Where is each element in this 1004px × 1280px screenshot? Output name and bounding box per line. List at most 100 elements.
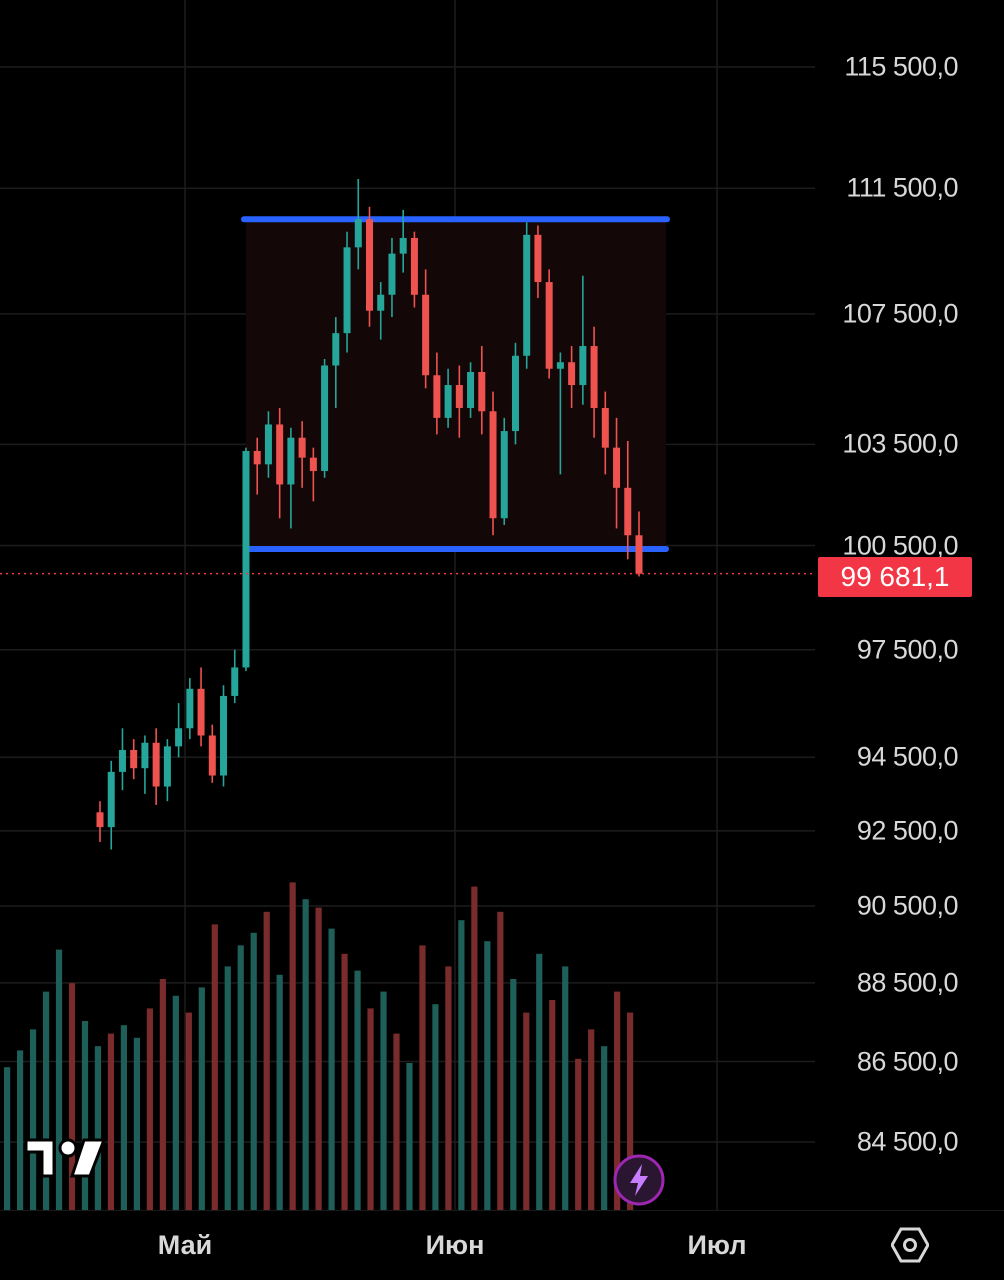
candle-body bbox=[107, 771, 115, 828]
y-tick-label: 111 500,0 bbox=[846, 172, 958, 203]
candle bbox=[511, 342, 519, 445]
volume-bar bbox=[16, 1050, 24, 1210]
candle-body bbox=[197, 688, 205, 736]
volume-bar bbox=[393, 1033, 400, 1210]
candle-body bbox=[253, 450, 261, 465]
candle bbox=[444, 368, 452, 428]
candle-body bbox=[242, 450, 250, 668]
candle bbox=[467, 362, 475, 418]
volume-bar bbox=[42, 991, 50, 1210]
lightning-icon[interactable] bbox=[613, 1154, 665, 1206]
candle-body bbox=[141, 742, 149, 769]
volume-bar bbox=[198, 987, 205, 1210]
volume-bar bbox=[575, 1058, 582, 1210]
candle-body bbox=[388, 253, 396, 295]
candle bbox=[163, 739, 171, 802]
candle bbox=[377, 282, 385, 340]
volume-bar bbox=[380, 991, 387, 1210]
volume-bar bbox=[4, 1067, 11, 1210]
price-chart[interactable] bbox=[0, 0, 1004, 1210]
candle-body bbox=[579, 346, 587, 386]
candle-body bbox=[309, 457, 317, 472]
candle bbox=[624, 441, 632, 560]
candle bbox=[500, 417, 508, 526]
y-tick-label: 107 500,0 bbox=[842, 298, 958, 329]
volume-bar bbox=[107, 1033, 115, 1210]
candle bbox=[287, 427, 295, 529]
y-tick-label: 97 500,0 bbox=[856, 634, 959, 665]
volume-bar bbox=[601, 1046, 608, 1210]
candle bbox=[298, 421, 306, 488]
candle bbox=[366, 206, 373, 327]
volume-bar bbox=[315, 907, 322, 1210]
candle bbox=[242, 447, 250, 671]
volume-bar bbox=[185, 1012, 192, 1210]
candle-body bbox=[534, 234, 542, 283]
y-tick-label: 84 500,0 bbox=[856, 1126, 959, 1157]
candle-body bbox=[208, 735, 216, 776]
candle bbox=[197, 667, 205, 747]
candle-body bbox=[354, 219, 362, 248]
volume-bar bbox=[406, 1063, 413, 1210]
volume-bar bbox=[432, 1004, 439, 1210]
candle-body bbox=[130, 749, 138, 769]
candle bbox=[635, 511, 643, 577]
candle-body bbox=[590, 346, 598, 408]
candle-body bbox=[377, 294, 385, 311]
time-axis-divider bbox=[0, 1210, 1004, 1211]
y-tick-label: 103 500,0 bbox=[842, 428, 958, 459]
candle bbox=[130, 739, 138, 780]
candle-body bbox=[467, 371, 475, 408]
candle bbox=[523, 222, 531, 369]
candle bbox=[590, 326, 598, 438]
volume-bar bbox=[250, 932, 257, 1210]
candle bbox=[253, 437, 261, 495]
candle-body bbox=[186, 688, 194, 729]
volume-bar bbox=[172, 995, 179, 1210]
range-box[interactable] bbox=[241, 216, 670, 552]
candle-body bbox=[624, 487, 632, 536]
candle-body bbox=[287, 437, 295, 485]
candle-body bbox=[332, 333, 340, 366]
candle-body bbox=[444, 385, 452, 418]
candle bbox=[118, 728, 126, 791]
volume-bar bbox=[55, 949, 63, 1210]
candle bbox=[354, 178, 362, 270]
candle-body bbox=[545, 282, 553, 369]
candle-body bbox=[422, 294, 430, 376]
y-tick-label: 115 500,0 bbox=[844, 51, 958, 82]
candle-body bbox=[635, 535, 643, 574]
candle-body bbox=[500, 431, 508, 519]
candle bbox=[489, 391, 497, 536]
candle bbox=[343, 231, 351, 353]
x-tick-label: Июн bbox=[425, 1230, 485, 1260]
x-tick-label: Июл bbox=[687, 1230, 747, 1260]
settings-hexagon-icon[interactable] bbox=[891, 1226, 929, 1264]
volume-bar bbox=[614, 991, 621, 1210]
y-tick-label: 86 500,0 bbox=[856, 1046, 959, 1077]
volume-bar bbox=[627, 1012, 634, 1210]
volume-bar bbox=[549, 1000, 556, 1210]
candle bbox=[455, 365, 463, 438]
volume-bar bbox=[354, 970, 361, 1210]
candle-body bbox=[276, 424, 284, 485]
volume-bar bbox=[276, 974, 283, 1210]
candle bbox=[579, 275, 587, 405]
candle-body bbox=[523, 234, 531, 356]
tradingview-logo[interactable] bbox=[24, 1136, 106, 1180]
candle bbox=[568, 346, 576, 408]
volume-bar bbox=[94, 1046, 102, 1210]
volume-bar bbox=[159, 979, 166, 1210]
volume-bar bbox=[471, 886, 478, 1210]
candle-body bbox=[220, 695, 228, 776]
volume-bar bbox=[536, 953, 543, 1210]
candle bbox=[399, 209, 407, 273]
candle-body bbox=[613, 447, 621, 488]
candle bbox=[601, 391, 609, 475]
candle bbox=[107, 760, 115, 850]
candle bbox=[613, 417, 621, 529]
candle-body bbox=[478, 371, 486, 412]
candle-body bbox=[343, 247, 351, 334]
candle-body bbox=[410, 237, 418, 295]
candle bbox=[186, 678, 194, 740]
